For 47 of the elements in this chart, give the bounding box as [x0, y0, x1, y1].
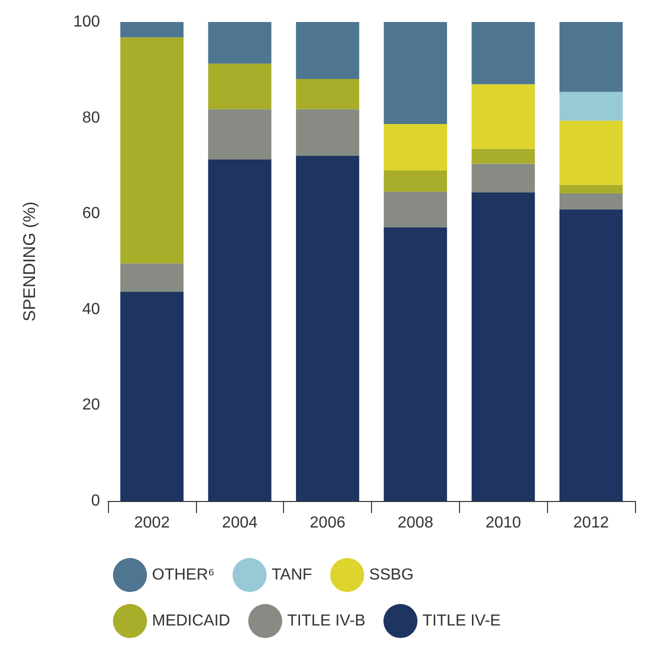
bar	[384, 22, 448, 124]
x-tick-label: 2010	[485, 514, 522, 532]
bar	[559, 193, 623, 210]
legend-label: TITLE IV-E	[422, 612, 501, 630]
x-tick-label: 2002	[134, 514, 170, 532]
bar	[208, 109, 272, 160]
bar	[384, 124, 448, 170]
x-tick-label: 2006	[310, 514, 346, 532]
x-tick-label: 2004	[222, 514, 258, 532]
y-tick-label: 100	[73, 14, 100, 30]
bar	[120, 37, 184, 264]
bar	[472, 84, 535, 149]
y-tick-label: 20	[82, 396, 100, 414]
bar	[472, 164, 535, 193]
x-tick-label: 2008	[398, 514, 434, 532]
legend-label: SSBG	[369, 566, 414, 584]
bar	[208, 159, 272, 501]
bar	[384, 170, 448, 192]
bar	[384, 192, 448, 228]
bar	[120, 263, 184, 292]
bar	[296, 79, 360, 110]
y-tick-label: 80	[82, 109, 100, 126]
bar	[296, 109, 360, 156]
bar	[296, 156, 360, 501]
bar	[472, 22, 535, 84]
bar	[120, 22, 184, 38]
bar	[559, 184, 623, 194]
x-tick-label: 2012	[573, 514, 609, 532]
y-tick-label: 0	[91, 492, 100, 510]
legend-label: TITLE IV-B	[287, 612, 366, 630]
y-tick-label: 60	[82, 205, 100, 222]
bar	[472, 148, 535, 164]
bar	[208, 64, 272, 110]
y-tick-label: 40	[82, 300, 100, 318]
legend-label: OTHER⁶	[152, 566, 215, 584]
bar	[208, 22, 272, 64]
bar	[559, 209, 623, 501]
bar	[472, 192, 535, 501]
bar	[120, 292, 184, 501]
bar	[296, 22, 360, 79]
bar	[559, 120, 623, 185]
bar	[384, 227, 448, 501]
legend-label: MEDICAID	[152, 612, 230, 630]
legend-label: TANF	[272, 566, 312, 584]
bar	[559, 22, 623, 92]
y-axis-title: SPENDING (%)	[20, 202, 39, 322]
bar	[559, 92, 623, 121]
